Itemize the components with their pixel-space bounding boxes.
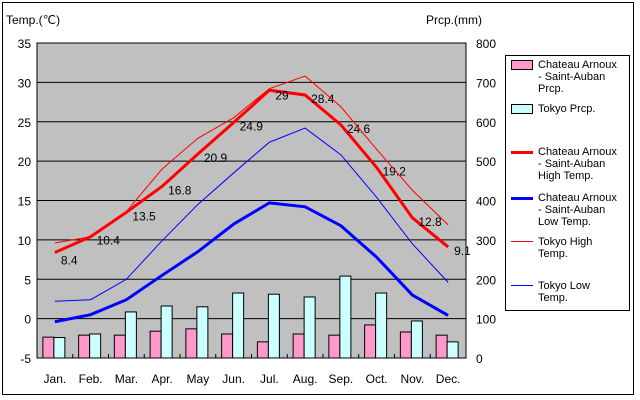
data-label: 24.9 <box>240 120 264 134</box>
line-series-4 <box>54 75 449 244</box>
x-tick-label: Mar. <box>115 372 138 386</box>
bar-tokyo-prcp <box>339 275 352 359</box>
legend-label: Tokyo Prcp. <box>538 103 596 115</box>
bar-chateau-prcp <box>42 336 55 359</box>
right-axis-label: Prcp.(mm) <box>426 13 482 27</box>
left-tick-label: 25 <box>18 116 32 130</box>
x-tick-label: Sep. <box>329 372 354 386</box>
bar-tokyo-prcp <box>89 333 102 359</box>
x-tick-label: Nov. <box>400 372 424 386</box>
right-tick-label: 100 <box>476 313 496 327</box>
bar-tokyo-prcp <box>232 292 245 359</box>
bar-chateau-prcp <box>113 334 126 359</box>
data-label: 9.1 <box>454 244 471 258</box>
x-tick-label: Oct. <box>366 372 388 386</box>
right-tick-label: 500 <box>476 155 496 169</box>
bar-tokyo-prcp <box>410 320 423 359</box>
left-tick-label: 15 <box>18 195 32 209</box>
left-tick-label: 0 <box>24 313 31 327</box>
x-tick-label: Jul. <box>260 372 279 386</box>
legend-label: Chateau Arnoux - Saint-Auban High Temp. <box>538 146 617 182</box>
data-label: 20.9 <box>204 151 228 165</box>
right-tick-label: 0 <box>476 352 483 366</box>
bar-tokyo-prcp <box>267 293 280 359</box>
right-tick-label: 200 <box>476 273 496 287</box>
legend-swatch <box>511 104 533 114</box>
data-label: 13.5 <box>132 209 156 223</box>
bar-chateau-prcp <box>364 324 377 359</box>
legend-label: Chateau Arnoux - Saint-Auban Low Temp. <box>538 192 617 228</box>
right-tick-label: 400 <box>476 195 496 209</box>
legend-swatch <box>511 151 533 154</box>
legend: Chateau Arnoux - Saint-Auban Prcp. Tokyo … <box>505 55 630 311</box>
right-tick-label: 600 <box>476 116 496 130</box>
bar-chateau-prcp <box>328 334 341 359</box>
left-axis-label: Temp.(℃) <box>6 13 60 27</box>
data-label: 16.8 <box>168 183 192 197</box>
x-tick-label: Apr. <box>151 372 172 386</box>
legend-label: Tokyo Low Temp. <box>538 280 590 304</box>
x-tick-label: May <box>187 372 210 386</box>
data-label: 24.6 <box>347 122 371 136</box>
data-label: 19.2 <box>383 164 407 178</box>
x-tick-label: Jun. <box>222 372 245 386</box>
data-label: 29 <box>275 88 289 102</box>
bar-tokyo-prcp <box>53 337 66 359</box>
x-tick-label: Dec. <box>436 372 461 386</box>
legend-swatch <box>511 285 533 286</box>
bar-chateau-prcp <box>149 330 162 359</box>
legend-label: Chateau Arnoux - Saint-Auban Prcp. <box>538 59 617 95</box>
data-label: 12.8 <box>418 215 442 229</box>
bar-chateau-prcp <box>256 341 269 359</box>
bar-chateau-prcp <box>435 334 448 359</box>
left-tick-label: 10 <box>18 234 32 248</box>
data-label: 28.4 <box>311 92 335 106</box>
right-tick-label: 300 <box>476 234 496 248</box>
bar-tokyo-prcp <box>196 306 209 359</box>
chart-frame <box>2 2 634 395</box>
right-tick-label: 700 <box>476 76 496 90</box>
bar-chateau-prcp <box>221 333 234 359</box>
line-series-2 <box>54 88 450 254</box>
x-tick-label: Aug. <box>293 372 318 386</box>
bar-tokyo-prcp <box>303 296 316 359</box>
line-series-3 <box>54 201 449 324</box>
left-tick-label: 5 <box>24 273 31 287</box>
line-series-5 <box>54 127 449 302</box>
left-tick-label: 30 <box>18 76 32 90</box>
right-tick-label: 800 <box>476 37 496 51</box>
bar-tokyo-prcp <box>446 341 459 359</box>
bar-chateau-prcp <box>185 328 198 359</box>
bar-tokyo-prcp <box>375 292 388 359</box>
data-label: 8.4 <box>61 253 78 267</box>
left-tick-label: 35 <box>18 37 32 51</box>
bar-tokyo-prcp <box>124 311 137 359</box>
left-tick-label: 20 <box>18 155 32 169</box>
legend-swatch <box>511 241 533 242</box>
legend-swatch <box>511 197 533 200</box>
bar-chateau-prcp <box>399 331 412 359</box>
left-tick-label: -5 <box>20 352 31 366</box>
x-tick-label: Feb. <box>79 372 103 386</box>
legend-swatch <box>511 60 533 70</box>
bar-tokyo-prcp <box>160 305 173 359</box>
data-label: 10.4 <box>97 234 121 248</box>
legend-label: Tokyo High Temp. <box>538 236 593 260</box>
bar-chateau-prcp <box>292 333 305 359</box>
bar-chateau-prcp <box>78 334 91 359</box>
x-tick-label: Jan. <box>44 372 67 386</box>
